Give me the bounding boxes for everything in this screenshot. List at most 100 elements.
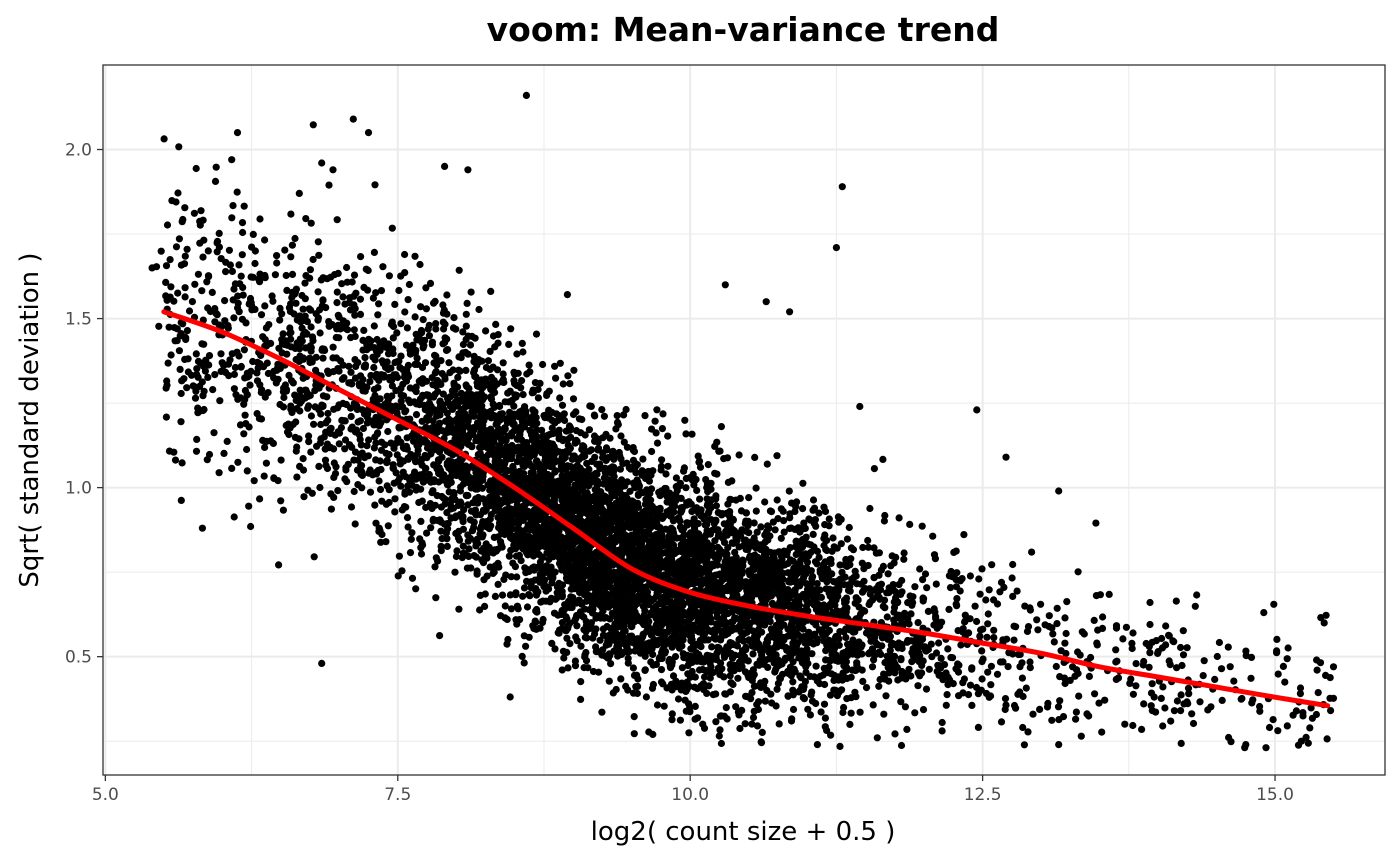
data-point — [765, 524, 773, 533]
data-point — [455, 366, 463, 374]
data-point — [192, 447, 201, 455]
data-point — [839, 649, 847, 657]
data-point — [494, 339, 502, 347]
data-point — [591, 453, 599, 461]
data-point — [228, 464, 236, 472]
data-point — [1256, 707, 1264, 715]
data-point — [325, 322, 333, 330]
data-point — [415, 441, 423, 449]
data-point — [918, 522, 926, 530]
data-point — [882, 692, 890, 700]
data-point — [842, 633, 850, 642]
data-point — [833, 578, 841, 586]
data-point — [176, 365, 184, 373]
data-point — [731, 651, 739, 659]
data-point — [459, 340, 467, 349]
data-point — [897, 741, 906, 750]
data-point — [906, 520, 914, 529]
data-point — [462, 366, 470, 374]
data-point — [959, 625, 967, 633]
data-point — [1023, 627, 1032, 636]
data-point — [463, 492, 471, 500]
data-point — [864, 543, 873, 551]
data-point — [620, 438, 628, 446]
data-point — [974, 690, 983, 698]
data-point — [230, 370, 238, 378]
data-point — [853, 661, 861, 669]
data-point — [230, 513, 238, 521]
data-point — [1062, 629, 1070, 638]
data-point — [327, 505, 335, 513]
data-point — [327, 490, 335, 498]
data-point — [605, 677, 613, 685]
data-point — [1001, 695, 1010, 703]
data-point — [280, 393, 288, 402]
data-point — [880, 710, 888, 718]
data-point — [536, 379, 544, 387]
data-point — [629, 456, 638, 464]
data-point — [789, 705, 798, 714]
data-point — [684, 670, 692, 678]
data-point — [455, 266, 463, 274]
data-point — [820, 700, 829, 708]
data-point — [786, 524, 794, 533]
data-point — [895, 581, 903, 589]
data-point — [354, 359, 362, 367]
data-point — [350, 271, 359, 279]
data-point — [639, 528, 647, 536]
data-point — [275, 344, 283, 352]
data-point — [812, 662, 820, 670]
data-point — [333, 325, 341, 333]
data-point — [1013, 587, 1021, 595]
data-point — [291, 234, 299, 243]
data-point — [236, 280, 244, 288]
data-point — [235, 261, 243, 269]
data-point — [167, 283, 175, 291]
data-point — [319, 354, 327, 362]
data-point — [260, 472, 268, 480]
data-point — [945, 572, 954, 580]
data-point — [174, 189, 182, 197]
data-point — [677, 494, 685, 502]
data-point — [462, 381, 470, 389]
data-point — [678, 642, 686, 650]
data-point — [1018, 674, 1026, 682]
data-point — [1024, 728, 1032, 736]
data-point — [1055, 716, 1063, 724]
data-point — [717, 739, 726, 748]
data-point — [1172, 597, 1180, 605]
data-point — [405, 280, 413, 289]
data-point — [465, 473, 473, 481]
data-point — [834, 513, 843, 521]
data-point — [997, 718, 1006, 726]
data-point — [1296, 684, 1305, 692]
data-point — [466, 341, 475, 349]
data-point — [647, 496, 655, 504]
data-point — [827, 559, 835, 568]
data-point — [482, 327, 490, 335]
data-point — [342, 325, 350, 333]
data-point — [961, 611, 969, 619]
data-point — [443, 310, 451, 318]
data-point — [391, 495, 399, 503]
data-point — [929, 532, 937, 540]
data-point — [976, 632, 984, 640]
data-point — [395, 552, 403, 560]
data-point — [432, 320, 440, 328]
data-point — [704, 461, 712, 469]
data-point — [532, 330, 541, 338]
data-point — [499, 375, 507, 384]
data-point — [432, 594, 440, 602]
data-point — [278, 310, 286, 318]
data-point — [324, 409, 332, 418]
data-point — [1037, 600, 1045, 608]
data-point — [1158, 634, 1166, 643]
data-point — [730, 527, 739, 535]
data-point — [672, 483, 680, 491]
data-point — [519, 348, 527, 356]
data-point — [599, 625, 608, 633]
data-point — [723, 715, 731, 723]
data-point — [404, 296, 412, 304]
data-point — [577, 642, 585, 650]
data-point — [412, 346, 420, 354]
